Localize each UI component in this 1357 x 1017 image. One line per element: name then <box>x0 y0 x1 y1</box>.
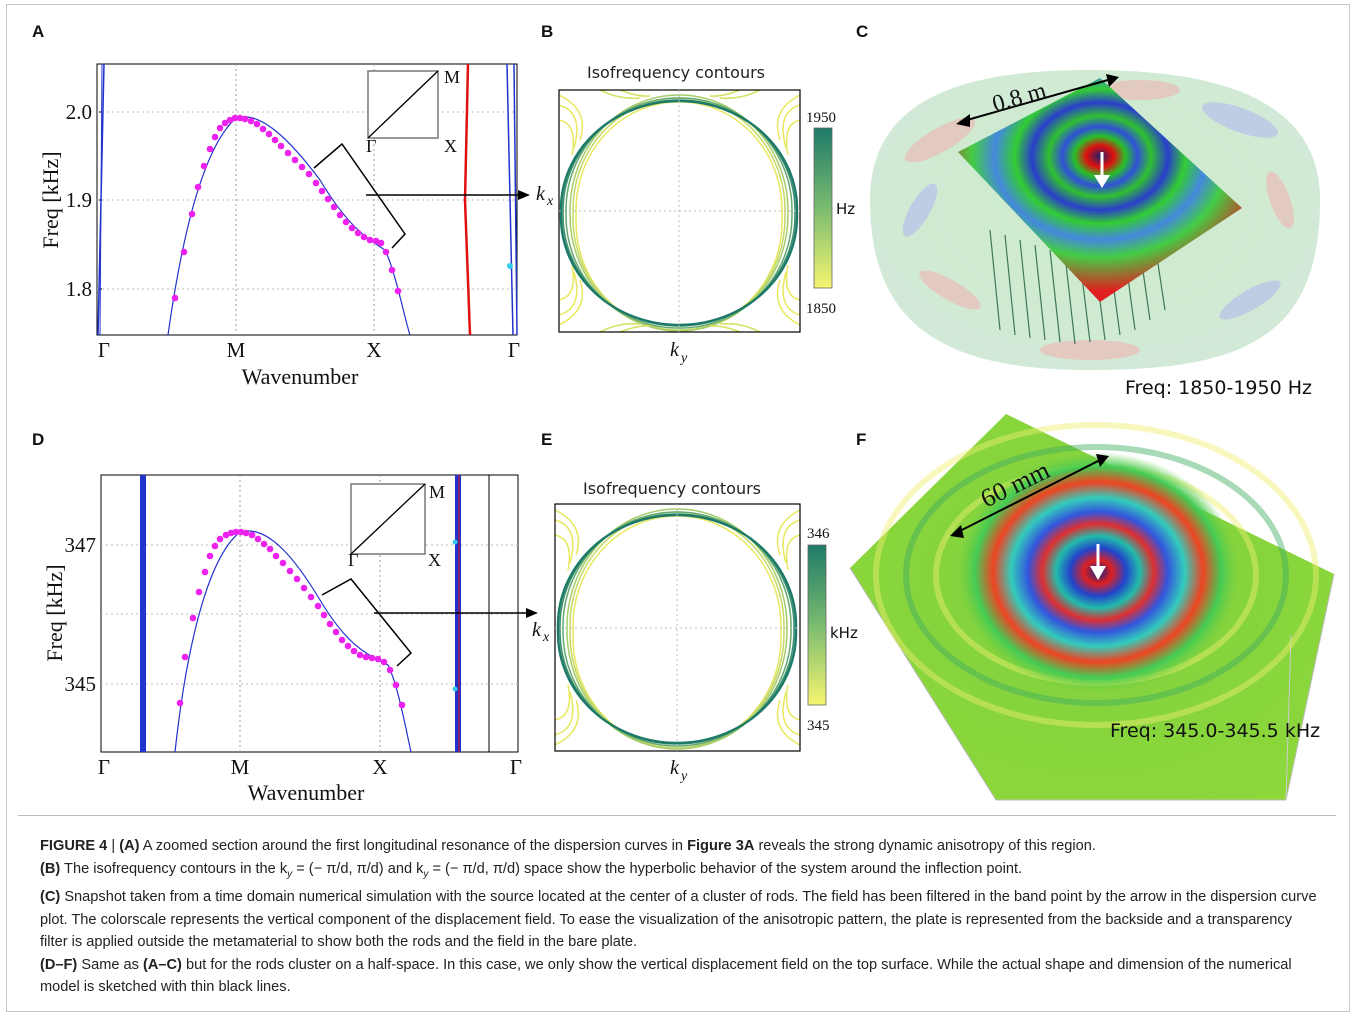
y-axis-label-d: Freq [kHz] <box>42 564 67 661</box>
caption-text-df: Same as <box>77 956 143 973</box>
caption-ref-b: (B) <box>40 860 61 877</box>
caption-sub-y2: y <box>423 868 429 880</box>
cbar-top-e: 346 <box>807 526 830 542</box>
caption-ref-a: (A) <box>119 838 140 854</box>
inset-x-label-d: X <box>428 550 441 570</box>
caption-ref-c: (C) <box>40 889 61 906</box>
caption-separator <box>18 815 1336 816</box>
figure-frame <box>6 4 1350 1012</box>
inset-x-label: X <box>444 136 457 156</box>
xtick-m-d: M <box>231 755 250 779</box>
dispersion-points-a <box>171 114 402 302</box>
panel-letter-e: E <box>541 430 553 449</box>
panel-letter-a: A <box>32 22 45 41</box>
caption-text-b3: = (− π/d, π/d) space show the hyperbolic… <box>428 860 1023 877</box>
iso-title-b: Isofrequency contours <box>587 63 765 82</box>
ytick-347: 347 <box>65 533 97 557</box>
xtick-m: M <box>227 338 246 362</box>
xtick-x: X <box>366 338 381 362</box>
caption-figure-ref[interactable]: Figure 3A <box>687 838 755 854</box>
ytick-1-8: 1.8 <box>66 277 92 301</box>
cbar-bottom-b: 1850 <box>806 301 836 317</box>
caption-ref-df: (D–F) <box>40 956 78 973</box>
dispersion-plot-a: 2.0 1.9 1.8 Γ M X Γ Wavenumber Freq [kHz… <box>38 63 530 389</box>
figure-caption: FIGURE 4 | (A) A zoomed section around t… <box>40 838 1317 996</box>
caption-text-b: The isofrequency contours in the k <box>60 860 288 877</box>
ky-sub-e: y <box>679 769 688 784</box>
isofrequency-plot-e: Isofrequency contours k x k y 346 345 kH… <box>532 479 858 784</box>
inset-gamma-label: Γ <box>366 136 376 156</box>
cbar-unit-e: kHz <box>830 624 858 642</box>
caption-figure-label: FIGURE 4 <box>40 838 108 854</box>
dispersion-plot-d: 347 345 Γ M X Γ Wavenumber Freq [kHz] M … <box>42 474 538 805</box>
isofrequency-plot-b: Isofrequency contours k x k y 1950 1850 … <box>536 63 855 366</box>
panel-letter-f: F <box>856 430 867 449</box>
colorbar-b <box>813 127 833 289</box>
iso-title-e: Isofrequency contours <box>583 479 761 498</box>
colorbar-e <box>807 544 827 706</box>
caption-text-a: A zoomed section around the first longit… <box>139 838 688 854</box>
ky-label-b: k <box>670 339 680 361</box>
freq-label-f: Freq: 345.0-345.5 kHz <box>1110 720 1321 742</box>
kx-sub-b: x <box>546 194 554 209</box>
inset-m-label: M <box>444 67 460 87</box>
dispersion-points-d <box>176 528 406 709</box>
xtick-gamma-2-d: Γ <box>510 755 522 779</box>
panel-letter-b: B <box>541 22 554 41</box>
inset-gamma-label-d: Γ <box>348 550 358 570</box>
panel-letter-d: D <box>32 430 45 449</box>
kx-label-b: k <box>536 183 546 205</box>
inset-m-label-d: M <box>429 482 445 502</box>
caption-text-c: Snapshot taken from a time domain numeri… <box>40 889 1317 951</box>
caption-text-b2: = (− π/d, π/d) and k <box>292 860 424 877</box>
x-axis-label: Wavenumber <box>242 364 359 389</box>
panel-letter-c: C <box>856 22 869 41</box>
kx-sub-e: x <box>542 630 550 645</box>
ytick-1-9: 1.9 <box>66 188 92 212</box>
ytick-345: 345 <box>65 672 97 696</box>
ytick-2-0: 2.0 <box>66 100 92 124</box>
simulation-snapshot-f: 60 mm <box>849 414 1335 801</box>
xtick-gamma-2: Γ <box>508 338 520 362</box>
cbar-top-b: 1950 <box>806 110 836 126</box>
xtick-gamma-1: Γ <box>98 338 110 362</box>
cbar-unit-b: Hz <box>836 200 855 218</box>
caption-ref-ac: (A–C) <box>143 956 182 973</box>
cbar-bottom-e: 345 <box>807 718 830 734</box>
ky-sub-b: y <box>679 351 688 366</box>
xtick-x-d: X <box>372 755 387 779</box>
caption-text-a2: reveals the strong dynamic anisotropy of… <box>754 838 1096 854</box>
caption-text-df2: but for the rods cluster on a half-space… <box>40 956 1292 996</box>
freq-label-c: Freq: 1850-1950 Hz <box>1125 377 1312 399</box>
kx-label-e: k <box>532 619 542 641</box>
simulation-snapshot-c: 0.8 m <box>870 70 1320 370</box>
caption-sub-y: y <box>287 868 293 880</box>
xtick-gamma-1-d: Γ <box>98 755 110 779</box>
y-axis-label: Freq [kHz] <box>38 151 63 248</box>
x-axis-label-d: Wavenumber <box>248 780 365 805</box>
ky-label-e: k <box>670 757 680 779</box>
